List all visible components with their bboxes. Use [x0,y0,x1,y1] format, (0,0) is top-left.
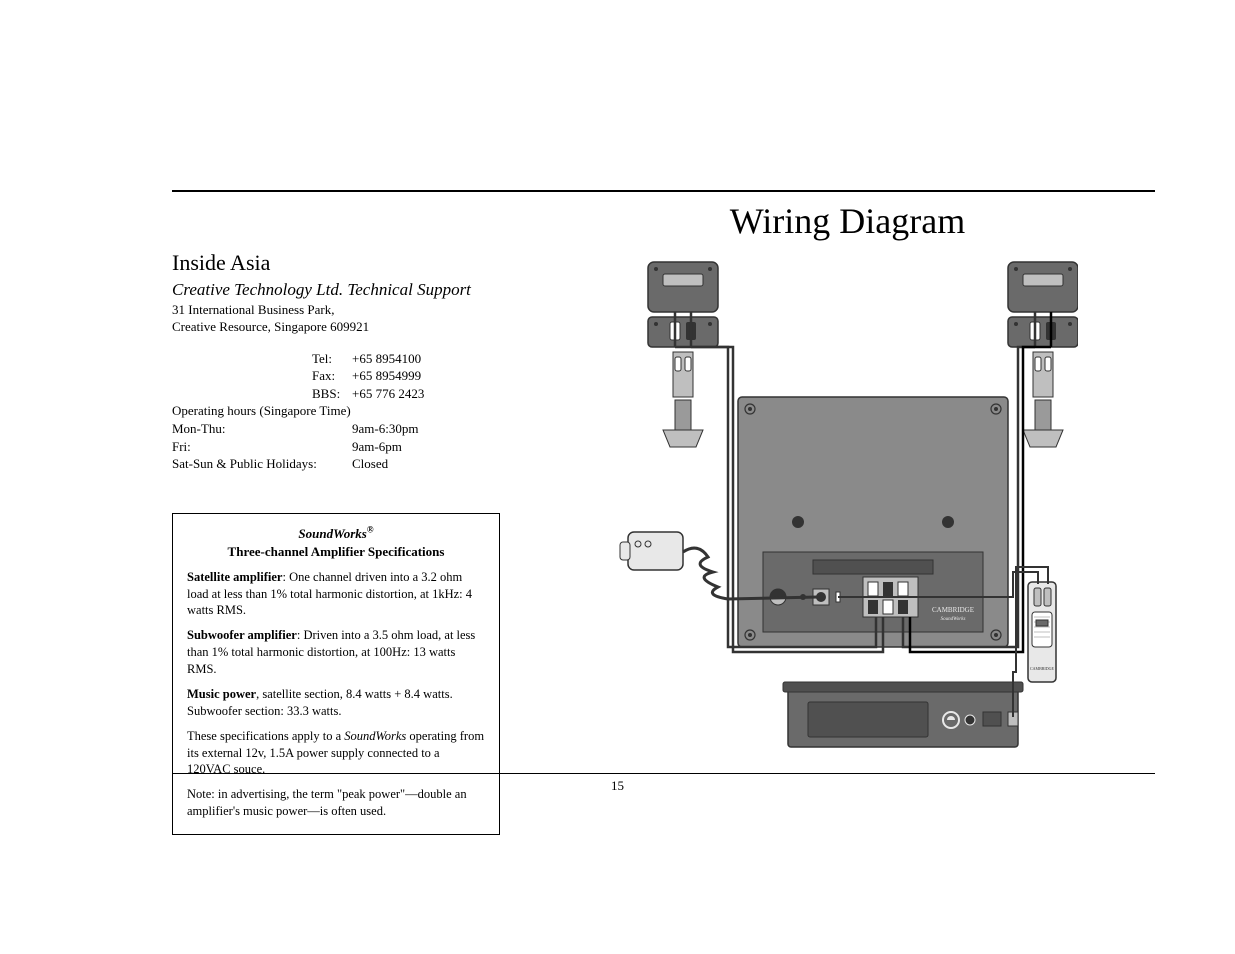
hours-value: 9am-6pm [352,438,500,456]
spec-paragraph: These specifications apply to a SoundWor… [187,728,485,779]
svg-text:CAMBRIDGE: CAMBRIDGE [1029,666,1054,671]
audio-source-icon [783,682,1023,747]
right-column: Wiring Diagram [500,200,1155,835]
spec-paragraph: Subwoofer amplifier: Driven into a 3.5 o… [187,627,485,678]
contact-value: +65 8954100 [352,350,500,368]
contact-value: +65 776 2423 [352,385,500,403]
top-horizontal-rule [172,190,1155,192]
spec-paragraph: Music power, satellite section, 8.4 watt… [187,686,485,720]
spec-title-product: SoundWorks [298,526,366,541]
address-block: 31 International Business Park, Creative… [172,302,500,336]
address-line: 31 International Business Park, [172,302,500,319]
svg-text:SoundWorks: SoundWorks [940,617,965,622]
contact-label: Tel: [172,350,352,368]
address-line: Creative Resource, Singapore 609921 [172,319,500,336]
hours-label: Fri: [172,438,352,456]
spec-title: SoundWorks® Three-channel Amplifier Spec… [187,524,485,561]
left-satellite-speaker-icon [648,262,718,447]
wiring-diagram: CAMBRIDGE SoundWorks [618,252,1078,762]
contact-info: Tel: +65 8954100 Fax: +65 8954999 BBS: +… [172,350,500,473]
contact-label: Fax: [172,367,352,385]
section-heading: Inside Asia [172,250,500,276]
bottom-horizontal-rule [172,773,1155,774]
hours-header: Operating hours (Singapore Time) [172,402,500,420]
wiring-diagram-title: Wiring Diagram [540,200,1155,242]
hours-value: Closed [352,455,500,473]
left-column: Inside Asia Creative Technology Ltd. Tec… [80,200,500,835]
registered-mark: ® [367,525,374,535]
hours-value: 9am-6:30pm [352,420,500,438]
brand-text-icon: CAMBRIDGE [931,606,973,614]
contact-label: BBS: [172,385,352,403]
subwoofer-rear-panel-icon: CAMBRIDGE SoundWorks [738,397,1008,647]
hours-label: Sat-Sun & Public Holidays: [172,455,352,473]
hours-label: Mon-Thu: [172,420,352,438]
spec-subtitle: Three-channel Amplifier Specifications [228,544,445,559]
page-number: 15 [0,778,1235,794]
contact-value: +65 8954999 [352,367,500,385]
volume-control-icon: CAMBRIDGE [1028,582,1056,682]
subheading: Creative Technology Ltd. Technical Suppo… [172,280,500,300]
spec-paragraph: Satellite amplifier: One channel driven … [187,569,485,620]
